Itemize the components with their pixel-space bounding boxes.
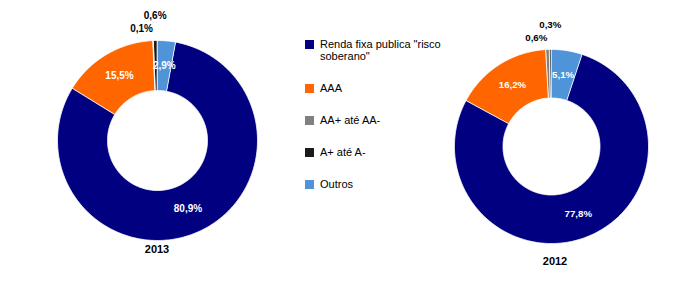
svg-text:15,5%: 15,5% bbox=[105, 70, 133, 81]
svg-text:5,1%: 5,1% bbox=[552, 69, 574, 80]
svg-text:0,6%: 0,6% bbox=[525, 32, 547, 43]
svg-text:0,3%: 0,3% bbox=[539, 19, 561, 30]
svg-text:0,6%: 0,6% bbox=[144, 10, 167, 21]
svg-text:16,2%: 16,2% bbox=[499, 79, 527, 90]
html-text:AA+ até AA-: AA+ até AA- bbox=[320, 114, 381, 126]
svg-text:0,1%: 0,1% bbox=[130, 23, 153, 34]
svg-text:77,8%: 77,8% bbox=[565, 208, 593, 219]
html-text:2012: 2012 bbox=[542, 255, 568, 267]
svg-text:80,9%: 80,9% bbox=[174, 203, 202, 214]
html-text:AAA: AAA bbox=[320, 82, 342, 94]
html-text:A+ até A-: A+ até A- bbox=[320, 146, 366, 158]
svg-text:2,9%: 2,9% bbox=[153, 60, 176, 71]
html-text:Outros: Outros bbox=[320, 178, 353, 190]
html-text:2013: 2013 bbox=[144, 243, 170, 255]
html-text:Renda fixa publica "risco sobe: Renda fixa publica "risco soberano" bbox=[320, 38, 441, 62]
